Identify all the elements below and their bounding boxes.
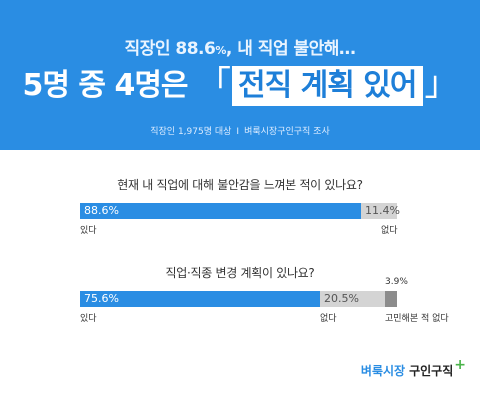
bar-track: 88.6% 11.4%: [80, 203, 400, 219]
headline-highlight: 전직 계획 있어: [232, 66, 423, 106]
bar-category-label: 있다: [80, 314, 97, 324]
source-separator: I: [236, 127, 240, 137]
header-banner: 직장인 88.6%, 내 직업 불안해… 5명 중 4명은 「전직 계획 있어」…: [0, 0, 480, 150]
bar-segment-no: [320, 291, 385, 307]
headline-close-bracket: 」: [424, 64, 459, 104]
subtitle-percent-unit: %: [215, 44, 226, 57]
headline-prefix: 5명 중 4명은: [22, 68, 189, 103]
bar-value-label: 20.5%: [324, 292, 359, 305]
logo: 벼룩시장 구인구직+: [360, 357, 466, 379]
chart-title: 현재 내 직업에 대해 불안감을 느껴본 적이 있나요?: [117, 178, 363, 192]
chart-title: 직업·직종 변경 계획이 있나요?: [165, 266, 315, 280]
subtitle-percent: 88.6: [175, 39, 216, 59]
bar-value-label: 75.6%: [84, 292, 119, 305]
bar-category-label: 있다: [80, 226, 97, 236]
subtitle-suffix: , 내 직업 불안해…: [225, 39, 356, 59]
bar-segment-no: [361, 203, 397, 219]
logo-brand: 벼룩시장: [360, 364, 406, 378]
bar-category-label: 없다: [320, 314, 337, 324]
bar-value-label: 3.9%: [385, 277, 408, 287]
bar-value-label: 88.6%: [84, 204, 119, 217]
headline-open-bracket: 「: [197, 64, 231, 104]
survey-source: 직장인 1,975명 대상 I 벼룩시장구인구직 조사: [0, 124, 480, 137]
bar-track: 75.6% 20.5%: [80, 291, 397, 307]
source-left: 직장인 1,975명 대상: [150, 127, 232, 137]
bar-segment-never-considered: [385, 291, 397, 307]
bar-value-label: 11.4%: [365, 204, 400, 217]
logo-plus-icon: +: [454, 357, 466, 373]
bar-category-label: 없다: [381, 226, 398, 236]
bar-segment-yes: [80, 291, 320, 307]
bar-category-label: 고민해본 적 없다: [385, 314, 449, 324]
bar-segment-yes: [80, 203, 361, 219]
source-right: 벼룩시장구인구직 조사: [244, 127, 330, 137]
subtitle-prefix: 직장인: [124, 39, 176, 59]
headline: 5명 중 4명은 「전직 계획 있어」: [0, 62, 480, 108]
subtitle: 직장인 88.6%, 내 직업 불안해…: [0, 34, 480, 59]
logo-service: 구인구직: [409, 364, 454, 378]
